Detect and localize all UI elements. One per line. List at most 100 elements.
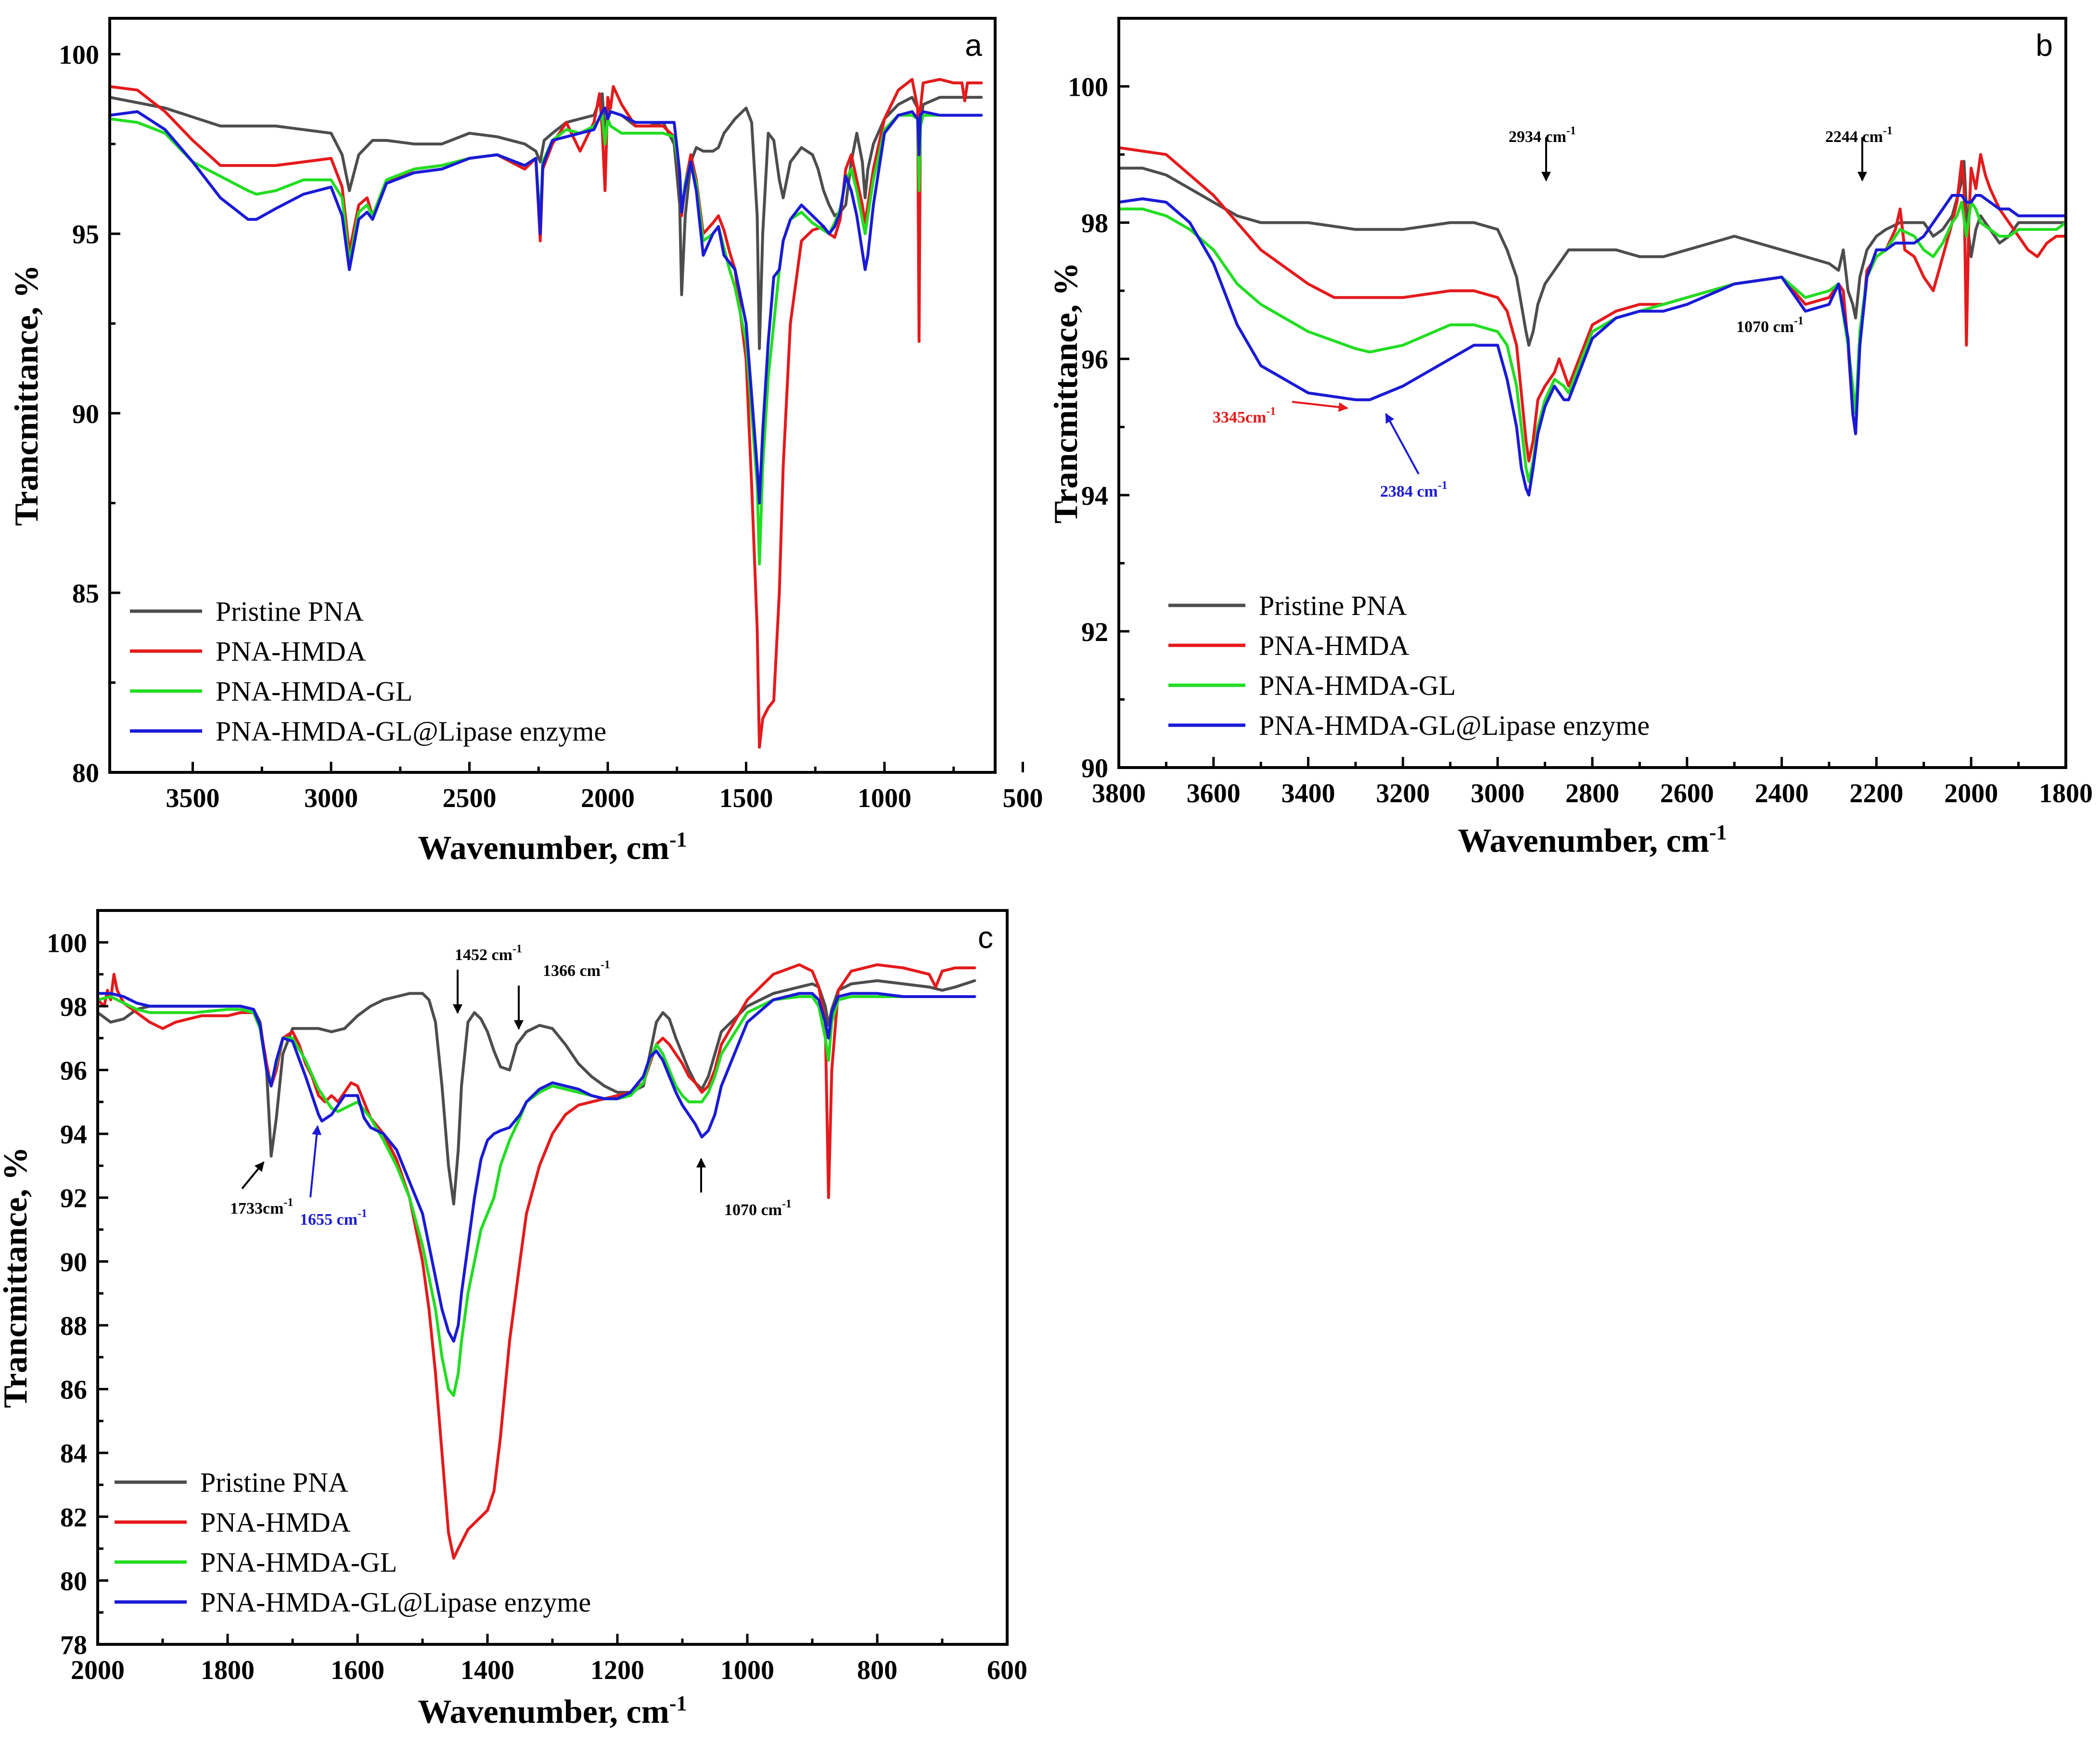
x-tick-label: 500: [1003, 783, 1043, 813]
series-line-pristine-pna: [110, 92, 983, 350]
x-tick-label: 2800: [1565, 779, 1619, 808]
y-tick-label: 94: [1081, 481, 1108, 511]
x-tick-label: 3500: [166, 783, 220, 813]
y-tick-label: 98: [1081, 209, 1108, 239]
x-tick-label: 2600: [1660, 779, 1714, 808]
x-tick-label: 2500: [443, 783, 497, 813]
annotation-label: 2934 cm-1: [1509, 125, 1576, 146]
y-tick-label: 100: [1068, 73, 1108, 103]
x-axis-title: Wavenumber, cm-1: [418, 828, 687, 867]
legend-label: PNA-HMDA-GL: [216, 676, 412, 707]
legend-label: PNA-HMDA: [200, 1507, 351, 1538]
x-tick-label: 3000: [1471, 779, 1524, 808]
y-tick-label: 100: [47, 928, 87, 958]
annotation-label: 1070 cm-1: [724, 1198, 792, 1219]
panel-letter: a: [965, 28, 982, 63]
annotation-label: 1733cm-1: [230, 1196, 293, 1218]
panel-b: 3800 3600 3400 3200 3000 2800 2600 2400 2200 2000…: [1048, 17, 2093, 859]
x-tick-label: 3400: [1281, 779, 1335, 808]
legend-label: Pristine PNA: [1259, 590, 1407, 621]
legend-label: PNA-HMDA: [1259, 630, 1409, 661]
x-axis-title: Wavenumber, cm-1: [418, 1692, 687, 1730]
annotation-label: 3345cm-1: [1213, 405, 1276, 426]
panel-letter: b: [2036, 28, 2053, 63]
legend: Pristine PNA PNA-HMDA PNA-HMDA-GL PNA-HMDA-…: [130, 596, 606, 747]
legend-label: PNA-HMDA-GL: [1259, 670, 1456, 701]
series-line-pna-hmda: [1119, 146, 2066, 462]
y-tick-label: 80: [72, 758, 99, 788]
annotation-label: 1452 cm-1: [455, 943, 522, 964]
y-tick-label: 78: [60, 1630, 87, 1660]
series-group: [98, 963, 976, 1560]
x-tick-label: 2000: [71, 1655, 125, 1685]
y-tick-label: 96: [60, 1056, 87, 1086]
y-tick-label: 95: [72, 220, 99, 250]
y-tick-label: 88: [60, 1311, 87, 1341]
legend-label: Pristine PNA: [216, 596, 364, 627]
x-tick-label: 1200: [590, 1655, 644, 1685]
series-line-pna-hmda-gl-lipase-enzyme: [98, 992, 976, 1343]
plot-frame: [108, 17, 997, 774]
legend-label: PNA-HMDA-GL@Lipase enzyme: [216, 716, 606, 747]
x-tick-label: 1500: [719, 783, 773, 813]
y-tick-label: 92: [60, 1184, 87, 1214]
y-tick-label: 100: [59, 40, 99, 70]
panel-letter: c: [978, 920, 993, 955]
y-tick-label: 92: [1081, 617, 1108, 647]
legend-label: PNA-HMDA-GL: [200, 1547, 397, 1578]
series-group: [110, 77, 983, 749]
legend: Pristine PNA PNA-HMDA PNA-HMDA-GL PNA-HMDA-…: [1168, 590, 1650, 741]
panel-a: 3500 3000 2500 2000 1500 1000 500 80 85 90 95 100 Wa…: [8, 17, 1043, 867]
x-tick-label: 3000: [304, 783, 358, 813]
x-tick-label: 2000: [581, 783, 635, 813]
x-tick-label: 1400: [461, 1655, 514, 1685]
annotation-label: 1655 cm-1: [300, 1207, 367, 1229]
series-line-pristine-pna: [1119, 160, 2066, 347]
y-tick-label: 90: [1081, 754, 1108, 783]
annotation-label: 2244 cm-1: [1825, 125, 1893, 146]
y-tick-label: 96: [1081, 345, 1108, 375]
x-tick-label: 800: [857, 1655, 897, 1685]
series-line-pna-hmda-gl: [98, 995, 976, 1397]
legend-label: PNA-HMDA-GL@Lipase enzyme: [1259, 710, 1650, 741]
y-tick-label: 94: [60, 1120, 87, 1150]
x-tick-label: 3600: [1187, 779, 1241, 808]
x-tick-label: 3800: [1092, 779, 1146, 808]
y-axis-title: Trancmittance, %: [0, 1147, 34, 1408]
annotation-arrow: [309, 1125, 322, 1198]
x-tick-label: 1800: [2039, 779, 2093, 808]
x-tick-label: 1000: [858, 783, 911, 813]
x-tick-label: 2200: [1849, 779, 1903, 808]
annotation-label: 1070 cm-1: [1736, 315, 1804, 336]
annotation-label: 1366 cm-1: [543, 959, 610, 980]
x-tick-label: 2000: [1944, 779, 1998, 808]
x-tick-label: 3200: [1376, 779, 1430, 808]
annotation-arrow: [241, 1161, 265, 1190]
legend-label: Pristine PNA: [200, 1467, 348, 1498]
panel-c: 2000 1800 1600 1400 1200 1000 800 600 78 80 82 84 86…: [0, 909, 1027, 1730]
y-tick-label: 90: [60, 1247, 87, 1277]
x-tick-label: 1000: [720, 1655, 774, 1685]
x-tick-label: 1800: [201, 1655, 255, 1685]
series-line-pna-hmda-gl-lipase-enzyme: [110, 106, 983, 505]
y-tick-label: 98: [60, 992, 87, 1022]
y-tick-label: 82: [60, 1503, 87, 1533]
y-tick-label: 84: [60, 1439, 87, 1469]
legend: Pristine PNA PNA-HMDA PNA-HMDA-GL PNA-HMDA-…: [115, 1467, 591, 1618]
annotation-label: 2384 cm-1: [1380, 479, 1447, 500]
series-group: [1119, 146, 2066, 497]
series-line-pna-hmda-gl: [110, 114, 983, 566]
y-axis-title: Trancmittance, %: [1048, 262, 1085, 524]
annotation-arrow: [1292, 401, 1348, 412]
annotation-arrow: [1385, 413, 1420, 474]
legend-label: PNA-HMDA: [216, 636, 366, 667]
legend-label: PNA-HMDA-GL@Lipase enzyme: [200, 1587, 591, 1618]
x-tick-label: 600: [987, 1655, 1027, 1685]
x-axis-title: Wavenumber, cm-1: [1458, 820, 1727, 859]
x-tick-label: 2400: [1755, 779, 1809, 808]
y-tick-label: 85: [72, 579, 99, 609]
series-line-pna-hmda-gl-lipase-enzyme: [1119, 194, 2066, 497]
x-tick-label: 1600: [331, 1655, 384, 1685]
y-axis-title: Trancmittance, %: [8, 265, 45, 526]
